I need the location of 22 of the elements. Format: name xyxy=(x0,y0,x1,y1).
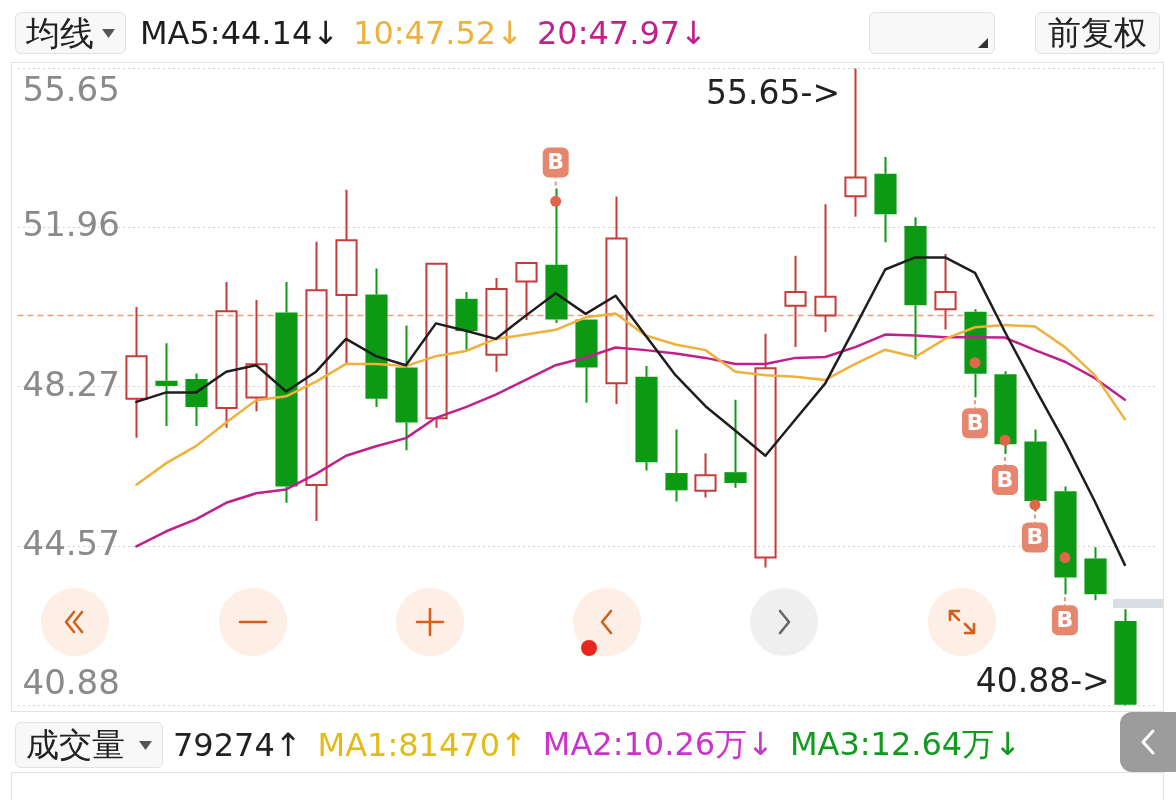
data-label: B xyxy=(996,466,1014,492)
text: MA5:44.14↓ xyxy=(140,14,340,52)
y-tick-label: 51.96 xyxy=(22,204,120,245)
data-label: B xyxy=(966,409,984,435)
text: MA2:10.26万↓ xyxy=(542,724,774,765)
annotation: 40.88-> xyxy=(975,660,1110,700)
y-tick-label: 48.27 xyxy=(22,363,120,404)
y-tick-label: 40.88 xyxy=(22,662,120,703)
text: 10:47.52↓ xyxy=(353,14,523,52)
y-tick-label: 44.57 xyxy=(22,523,120,564)
text: 20:47.97↓ xyxy=(536,14,707,52)
data-label: B xyxy=(1026,524,1044,550)
dropdown-button: 成交量 xyxy=(15,722,163,768)
y-tick-label: 55.65 xyxy=(22,69,120,110)
annotation: 55.65-> xyxy=(706,72,841,112)
data-label: B xyxy=(547,149,565,175)
text: 79274↑ xyxy=(173,726,302,764)
data-label: B xyxy=(1056,606,1074,632)
text: MA3:12.64万↓ xyxy=(789,724,1021,765)
dropdown-button: 均线 xyxy=(15,12,126,54)
button: 前复权 xyxy=(1035,12,1160,54)
text: MA1:81470↑ xyxy=(317,726,527,764)
